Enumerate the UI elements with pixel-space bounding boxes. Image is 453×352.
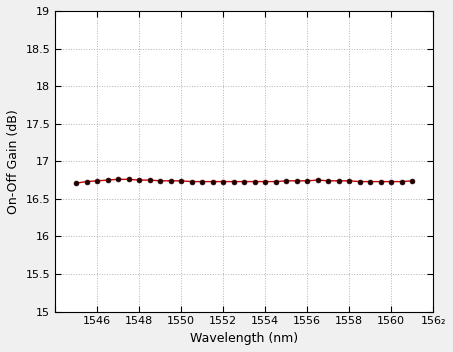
- X-axis label: Wavelength (nm): Wavelength (nm): [190, 332, 298, 345]
- Y-axis label: On-Off Gain (dB): On-Off Gain (dB): [7, 109, 20, 214]
